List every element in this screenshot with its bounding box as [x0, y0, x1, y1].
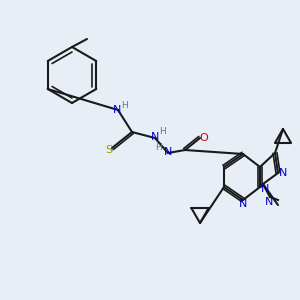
Text: N: N	[164, 147, 172, 157]
Text: O: O	[200, 133, 208, 143]
Text: N: N	[279, 168, 287, 178]
Text: H: H	[156, 142, 162, 152]
Text: N: N	[113, 105, 121, 115]
Text: H: H	[122, 101, 128, 110]
Text: N: N	[265, 197, 273, 207]
Text: S: S	[105, 145, 112, 155]
Text: N: N	[151, 132, 159, 142]
Text: N: N	[239, 199, 247, 209]
Text: N: N	[261, 184, 269, 194]
Text: H: H	[160, 128, 167, 136]
